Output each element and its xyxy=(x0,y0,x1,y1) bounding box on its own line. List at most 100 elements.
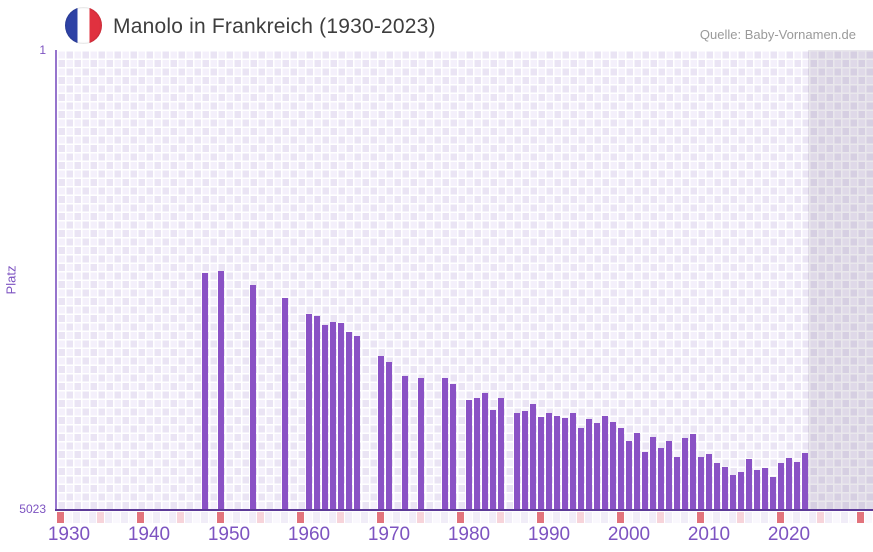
bar-1953[interactable] xyxy=(249,285,257,509)
year-marker-cell xyxy=(97,512,104,523)
bar-1983[interactable] xyxy=(489,410,497,509)
bar-2000[interactable] xyxy=(625,441,633,509)
bar-1989[interactable] xyxy=(537,417,545,509)
bar-2022[interactable] xyxy=(801,453,809,509)
bar-1974[interactable] xyxy=(417,378,425,509)
bar-1965[interactable] xyxy=(345,332,353,509)
x-tick-label-2010: 2010 xyxy=(687,524,731,545)
bar-2021[interactable] xyxy=(793,462,801,509)
bar-1993[interactable] xyxy=(569,413,577,509)
bar-1986[interactable] xyxy=(513,413,521,509)
bar-2019[interactable] xyxy=(777,463,785,509)
bar-1998[interactable] xyxy=(609,422,617,509)
bar-2015[interactable] xyxy=(745,459,753,509)
bar-1990[interactable] xyxy=(545,413,553,509)
year-marker-cell xyxy=(401,512,408,523)
bar-1991[interactable] xyxy=(553,416,561,509)
year-marker-cell xyxy=(185,512,192,523)
bar-2004[interactable] xyxy=(657,448,665,509)
bar-1949[interactable] xyxy=(217,271,225,509)
year-marker-cell xyxy=(465,512,472,523)
year-marker-cell xyxy=(697,512,704,523)
bar-2017[interactable] xyxy=(761,468,769,509)
year-marker-cell xyxy=(281,512,288,523)
year-marker-cell xyxy=(89,512,96,523)
plot-area[interactable] xyxy=(57,50,873,509)
year-marker-cell xyxy=(385,512,392,523)
year-marker-cell xyxy=(665,512,672,523)
chart-title: Manolo in Frankreich (1930-2023) xyxy=(113,15,436,38)
year-marker-cell xyxy=(593,512,600,523)
source-attribution: Quelle: Baby-Vornamen.de xyxy=(699,27,856,42)
year-marker-cell xyxy=(841,512,848,523)
bar-1960[interactable] xyxy=(305,314,313,509)
bar-1996[interactable] xyxy=(593,423,601,509)
bar-1994[interactable] xyxy=(577,428,585,509)
bar-2010[interactable] xyxy=(705,454,713,509)
bar-2012[interactable] xyxy=(721,467,729,509)
year-marker-cell xyxy=(713,512,720,523)
france-flag-icon xyxy=(65,7,102,44)
year-marker-cell xyxy=(641,512,648,523)
bar-1970[interactable] xyxy=(385,362,393,509)
bar-2016[interactable] xyxy=(753,470,761,509)
bar-1964[interactable] xyxy=(337,323,345,509)
year-marker-cell xyxy=(569,512,576,523)
bar-2005[interactable] xyxy=(665,441,673,509)
bar-1963[interactable] xyxy=(329,322,337,509)
year-marker-cell xyxy=(777,512,784,523)
year-marker-cell xyxy=(225,512,232,523)
bar-1961[interactable] xyxy=(313,316,321,509)
year-marker-cell xyxy=(657,512,664,523)
year-marker-cell xyxy=(633,512,640,523)
bar-2013[interactable] xyxy=(729,475,737,509)
year-marker-cell xyxy=(865,512,872,523)
bar-2007[interactable] xyxy=(681,438,689,509)
bar-2018[interactable] xyxy=(769,477,777,509)
bar-1992[interactable] xyxy=(561,418,569,509)
year-marker-cell xyxy=(705,512,712,523)
bar-1966[interactable] xyxy=(353,336,361,509)
bar-2003[interactable] xyxy=(649,437,657,509)
year-marker-cell xyxy=(753,512,760,523)
x-tick-label-1960: 1960 xyxy=(287,524,331,545)
year-marker-cell xyxy=(489,512,496,523)
bar-1980[interactable] xyxy=(465,400,473,509)
bar-1969[interactable] xyxy=(377,356,385,509)
y-tick-bottom: 5023 xyxy=(19,502,46,516)
bar-2001[interactable] xyxy=(633,433,641,509)
bar-2008[interactable] xyxy=(689,434,697,509)
bar-1947[interactable] xyxy=(201,273,209,509)
x-tick-label-2020: 2020 xyxy=(767,524,811,545)
year-marker-cell xyxy=(289,512,296,523)
bar-1957[interactable] xyxy=(281,298,289,509)
bar-2014[interactable] xyxy=(737,472,745,509)
bar-1987[interactable] xyxy=(521,411,529,509)
bar-1997[interactable] xyxy=(601,416,609,509)
year-marker-cell xyxy=(617,512,624,523)
bar-1978[interactable] xyxy=(449,384,457,509)
bar-1982[interactable] xyxy=(481,393,489,509)
bar-2002[interactable] xyxy=(641,452,649,509)
bar-1984[interactable] xyxy=(497,398,505,509)
year-marker-cell xyxy=(601,512,608,523)
year-marker-cell xyxy=(393,512,400,523)
bar-1972[interactable] xyxy=(401,376,409,509)
bar-2006[interactable] xyxy=(673,457,681,509)
year-marker-cell xyxy=(785,512,792,523)
year-marker-cell xyxy=(361,512,368,523)
bar-2011[interactable] xyxy=(713,463,721,509)
bar-2009[interactable] xyxy=(697,457,705,509)
bar-1999[interactable] xyxy=(617,428,625,509)
bar-1995[interactable] xyxy=(585,419,593,509)
x-tick-label-1930: 1930 xyxy=(47,524,91,545)
bar-1988[interactable] xyxy=(529,404,537,509)
bar-1981[interactable] xyxy=(473,398,481,509)
bar-2020[interactable] xyxy=(785,458,793,509)
year-marker-cell xyxy=(561,512,568,523)
bar-1962[interactable] xyxy=(321,325,329,509)
year-marker-cell xyxy=(297,512,304,523)
year-marker-cell xyxy=(313,512,320,523)
year-marker-cell xyxy=(273,512,280,523)
bar-1977[interactable] xyxy=(441,378,449,509)
